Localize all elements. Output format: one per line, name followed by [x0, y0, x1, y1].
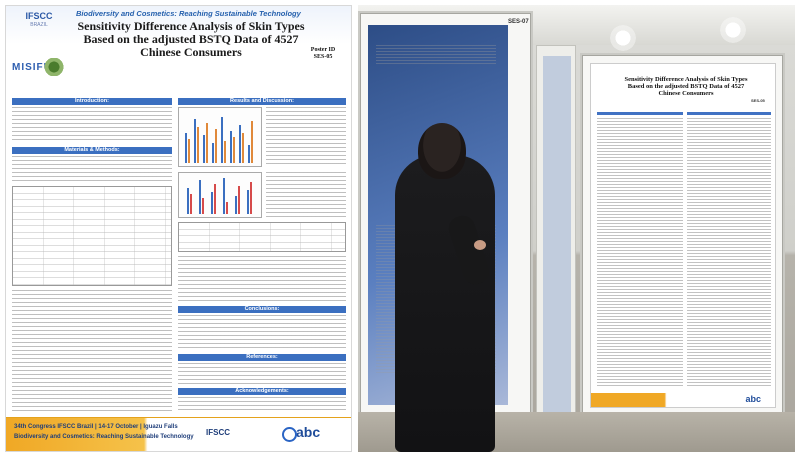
results-chart: [178, 107, 262, 167]
mounted-poster-left-text: [597, 118, 683, 388]
results-header: Results and Discussion:: [178, 98, 346, 105]
questionnaire-table: [12, 186, 172, 286]
poster-title-line-3: Chinese Consumers: [140, 45, 242, 59]
mounted-poster-title: Sensitivity Difference Analysis of Skin …: [611, 76, 761, 97]
poster-closeup: IFSCC BRAZIL Biodiversity and Cosmetics:…: [5, 5, 352, 452]
introduction-text: [12, 107, 172, 143]
methods-text: [12, 290, 172, 414]
poster-id-block: Poster ID SES-05: [303, 47, 343, 61]
mounted-title-line-3: Chinese Consumers: [658, 90, 714, 97]
mounted-abc-logo: abc: [745, 394, 761, 404]
poster-id-label: Poster ID: [310, 47, 336, 53]
results-text-2: [266, 172, 346, 218]
ceiling-light-icon-2: [718, 15, 748, 45]
visitor-hand: [474, 240, 486, 250]
conclusions-text: [178, 315, 346, 351]
misifu-emblem-icon: [44, 58, 64, 76]
ifscc-logo-text: IFSCC: [25, 11, 53, 21]
conclusions-header: Conclusions:: [178, 306, 346, 313]
mounted-title-line-1: Sensitivity Difference Analysis of Skin …: [624, 76, 748, 83]
references-text: [178, 363, 346, 385]
introduction-header: Introduction:: [12, 98, 172, 105]
poster-board-right: Sensitivity Difference Analysis of Skin …: [580, 53, 785, 423]
poster-theme: Biodiversity and Cosmetics: Reaching Sus…: [76, 9, 301, 18]
mounted-poster-right-text: [687, 118, 771, 388]
materials-text: [12, 156, 172, 182]
misifu-logo: MISIFU: [12, 62, 52, 73]
acknowledgements-text: [178, 397, 346, 411]
results-text-1: [266, 107, 346, 167]
poster-top-band: [6, 6, 351, 44]
poster-title: Sensitivity Difference Analysis of Skin …: [76, 20, 306, 59]
poster-id-value: SES-05: [313, 54, 333, 60]
materials-header: Materials & Methods:: [12, 147, 172, 154]
exhibition-photo: SES-07 Sensitivity Difference Analysis o…: [358, 5, 795, 452]
ifscc-brazil-logo: IFSCC BRAZIL: [12, 12, 66, 48]
results-table: [178, 222, 346, 252]
board-tag: SES-07: [508, 19, 529, 25]
poster-title-line-1: Sensitivity Difference Analysis of Skin …: [77, 19, 305, 33]
footer-congress: 34th Congress IFSCC Brazil | 14-17 Octob…: [14, 424, 178, 430]
footer-abc-logo: abc: [281, 424, 321, 442]
mounted-poster-id: SES-05: [751, 98, 765, 103]
ceiling-light-icon: [608, 23, 638, 53]
visitor-head: [418, 123, 466, 179]
results-chart-2: [178, 172, 262, 218]
references-header: References:: [178, 354, 346, 361]
mounted-poster-footer: abc: [591, 393, 775, 407]
board-side-panel: [536, 45, 576, 425]
ifscc-logo-sub: BRAZIL: [30, 22, 48, 28]
visitor-body: [395, 155, 495, 452]
acknowledgements-header: Acknowledgements:: [178, 388, 346, 395]
mounted-title-line-2: Based on the adjusted BSTQ Data of 4527: [627, 83, 745, 90]
poster-title-line-2: Based on the adjusted BSTQ Data of 4527: [83, 32, 299, 46]
results-text-3: [178, 256, 346, 302]
poster-footer: 34th Congress IFSCC Brazil | 14-17 Octob…: [6, 417, 351, 451]
mounted-poster: Sensitivity Difference Analysis of Skin …: [590, 63, 776, 408]
footer-ifscc-logo: IFSCC: [206, 428, 230, 437]
footer-theme: Biodiversity and Cosmetics: Reaching Sus…: [14, 434, 194, 440]
